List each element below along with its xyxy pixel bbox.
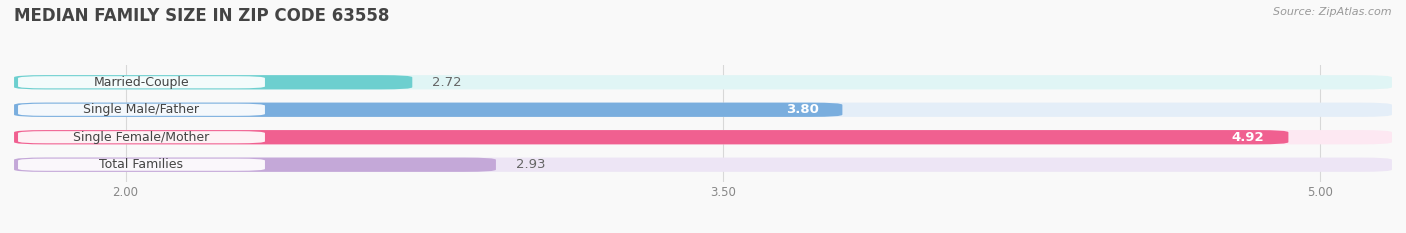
FancyBboxPatch shape [14,158,1392,172]
Text: Single Female/Mother: Single Female/Mother [73,131,209,144]
FancyBboxPatch shape [14,75,412,89]
FancyBboxPatch shape [18,104,264,116]
Text: Single Male/Father: Single Male/Father [83,103,200,116]
FancyBboxPatch shape [18,76,264,88]
FancyBboxPatch shape [18,131,264,143]
FancyBboxPatch shape [14,158,496,172]
Text: 4.92: 4.92 [1232,131,1264,144]
FancyBboxPatch shape [14,103,1392,117]
Text: MEDIAN FAMILY SIZE IN ZIP CODE 63558: MEDIAN FAMILY SIZE IN ZIP CODE 63558 [14,7,389,25]
FancyBboxPatch shape [14,130,1288,144]
Text: 3.80: 3.80 [786,103,818,116]
FancyBboxPatch shape [14,130,1392,144]
Text: Married-Couple: Married-Couple [94,76,190,89]
FancyBboxPatch shape [14,75,1392,89]
Text: Total Families: Total Families [100,158,184,171]
Text: Source: ZipAtlas.com: Source: ZipAtlas.com [1274,7,1392,17]
Text: 2.72: 2.72 [432,76,461,89]
FancyBboxPatch shape [14,103,842,117]
FancyBboxPatch shape [18,159,264,171]
Text: 2.93: 2.93 [516,158,546,171]
